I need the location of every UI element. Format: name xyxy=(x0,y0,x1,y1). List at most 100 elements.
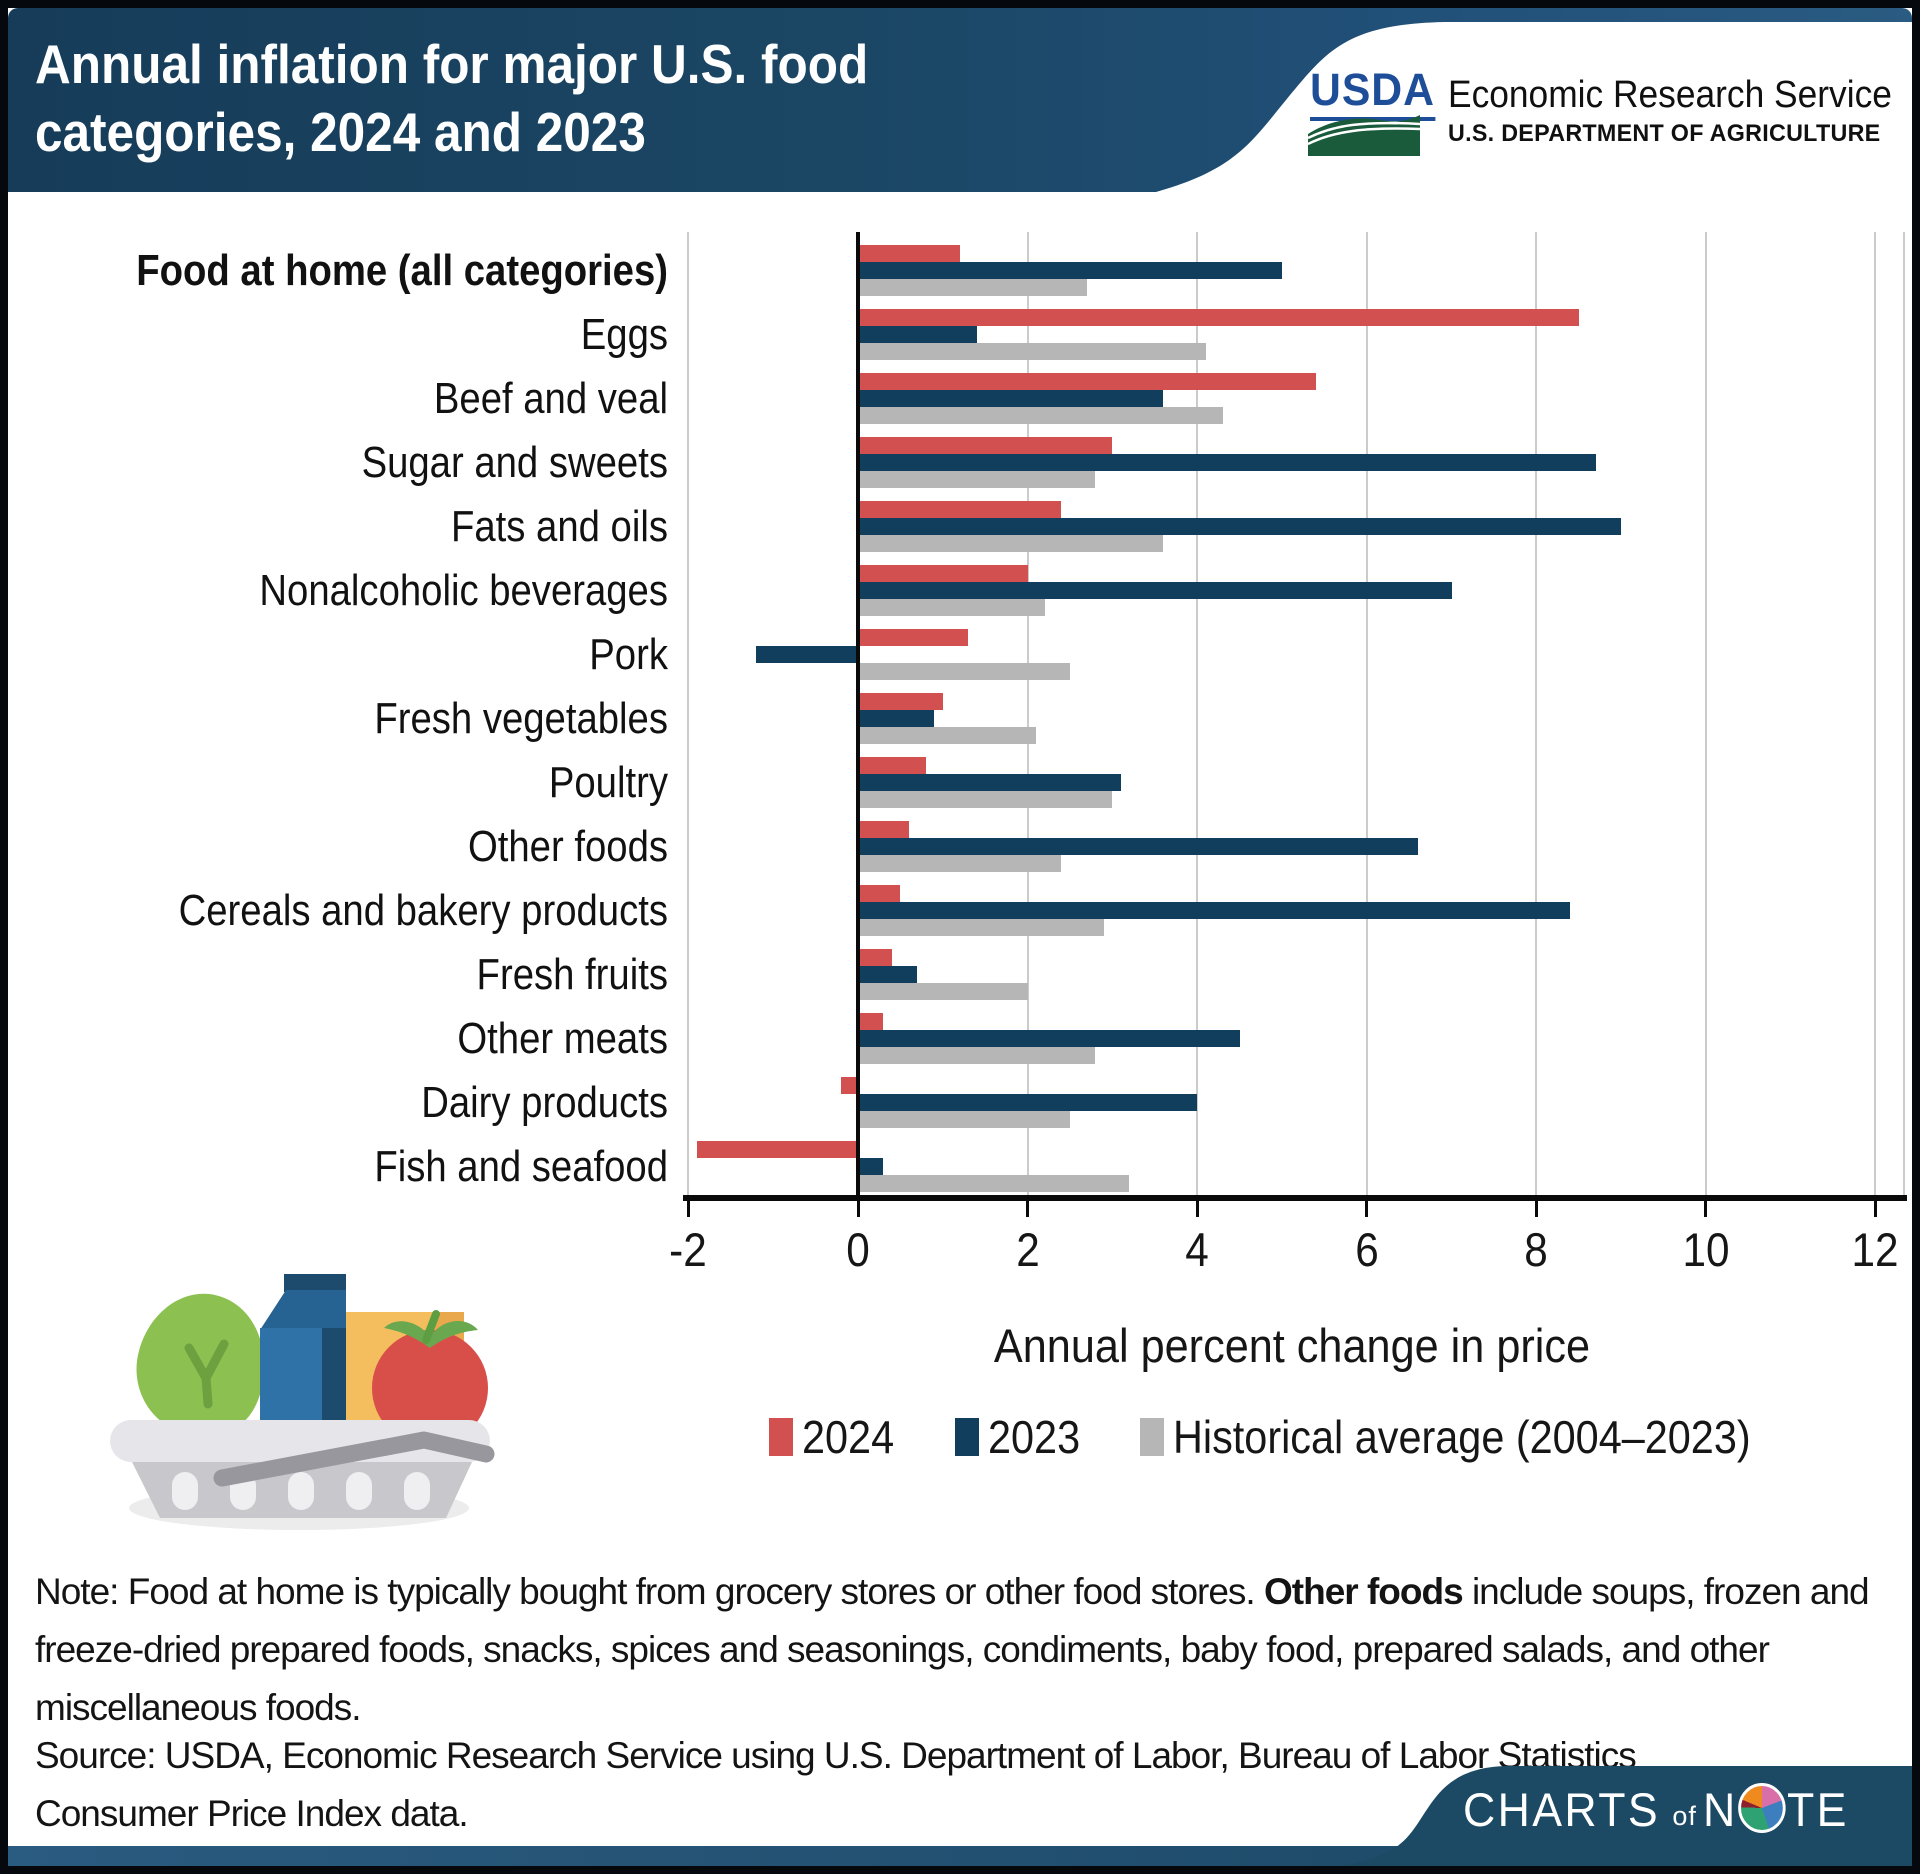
x-axis-line xyxy=(683,1195,1907,1201)
category-label-8: Poultry xyxy=(548,758,668,807)
legend-label-1: 2023 xyxy=(987,1411,1080,1463)
legend-swatch-1 xyxy=(954,1418,979,1456)
legend-swatch-2 xyxy=(1139,1418,1164,1456)
bar-historical-average-2004-2023--10 xyxy=(860,919,1104,936)
bar-2023-8 xyxy=(860,774,1121,791)
category-label-5: Nonalcoholic beverages xyxy=(259,566,668,615)
category-label-7: Fresh vegetables xyxy=(374,694,668,743)
tick-label-12: 12 xyxy=(1851,1223,1899,1276)
legend-label-2: Historical average (2004–2023) xyxy=(1172,1411,1751,1463)
tick-12 xyxy=(1873,1201,1877,1217)
x-axis-title: Annual percent change in price xyxy=(993,1319,1591,1372)
bar-2024-8 xyxy=(860,757,926,774)
gridline--2 xyxy=(687,232,690,1198)
bar-historical-average-2004-2023--4 xyxy=(860,535,1164,552)
bar-2023-0 xyxy=(860,262,1282,279)
tick-label-2: 2 xyxy=(1015,1223,1040,1276)
bar-2024-1 xyxy=(860,309,1579,326)
agency-name: Economic Research Service xyxy=(1448,74,1892,116)
brand-of: of xyxy=(1672,1801,1697,1831)
bar-historical-average-2004-2023--8 xyxy=(860,791,1113,808)
bar-2024-9 xyxy=(860,821,909,838)
bar-2024-13 xyxy=(841,1077,856,1094)
tick-label-8: 8 xyxy=(1524,1223,1549,1276)
brand-charts: CHARTS xyxy=(1463,1783,1661,1836)
bar-2023-2 xyxy=(860,390,1164,407)
bar-historical-average-2004-2023--3 xyxy=(860,471,1096,488)
category-label-3: Sugar and sweets xyxy=(361,438,668,487)
bar-2023-1 xyxy=(860,326,977,343)
bar-chart: -2 0 2 4 6 8 10 12 Food at home (all categories)… xyxy=(8,8,1912,1508)
source-text: Source: USDA, Economic Research Service … xyxy=(35,1735,1637,1834)
category-label-0: Food at home (all categories) xyxy=(136,246,668,295)
legend-label-0: 2024 xyxy=(802,1411,895,1463)
usda-swoosh-icon xyxy=(1308,115,1420,156)
bar-historical-average-2004-2023--1 xyxy=(860,343,1206,360)
bar-2024-6 xyxy=(860,629,969,646)
bar-historical-average-2004-2023--14 xyxy=(860,1175,1130,1192)
bar-historical-average-2004-2023--0 xyxy=(860,279,1087,296)
tick-6 xyxy=(1365,1201,1369,1217)
tick--2 xyxy=(686,1201,690,1217)
category-label-2: Beef and veal xyxy=(433,374,668,423)
plot-right-border xyxy=(1903,232,1905,1198)
bar-2023-9 xyxy=(860,838,1418,855)
zero-line xyxy=(856,232,860,1198)
bar-2023-3 xyxy=(860,454,1596,471)
bar-2023-14 xyxy=(860,1158,884,1175)
brand-note-te: TE xyxy=(1786,1783,1849,1836)
tick-8 xyxy=(1534,1201,1538,1217)
legend-swatch-0 xyxy=(769,1418,794,1456)
bar-2024-11 xyxy=(860,949,892,966)
bar-historical-average-2004-2023--6 xyxy=(860,663,1070,680)
pie-chart-icon xyxy=(1738,1783,1787,1833)
tick-4 xyxy=(1195,1201,1199,1217)
legend-item-0: 2024 xyxy=(769,1410,904,1464)
category-label-10: Cereals and bakery products xyxy=(178,886,668,935)
bar-historical-average-2004-2023--12 xyxy=(860,1047,1096,1064)
category-label-12: Other meats xyxy=(457,1014,668,1063)
tick-label-6: 6 xyxy=(1354,1223,1379,1276)
tick-label-0: 0 xyxy=(846,1223,870,1276)
tick-0 xyxy=(856,1201,860,1217)
gridline-8 xyxy=(1535,232,1538,1198)
gridline-6 xyxy=(1365,232,1368,1198)
category-label-6: Pork xyxy=(589,630,668,679)
bar-2024-7 xyxy=(860,693,943,710)
department-name: U.S. DEPARTMENT OF AGRICULTURE xyxy=(1448,120,1881,147)
bar-2023-10 xyxy=(860,902,1571,919)
bar-historical-average-2004-2023--2 xyxy=(860,407,1223,424)
note-suffix: include soups, frozen and freeze-dried p… xyxy=(35,1571,1870,1728)
bar-2023-11 xyxy=(860,966,918,983)
bar-2024-4 xyxy=(860,501,1062,518)
page-title: Annual inflation for major U.S. food cat… xyxy=(35,30,961,166)
bar-2023-7 xyxy=(860,710,935,727)
category-label-1: Eggs xyxy=(580,310,668,359)
brand-note-n: N xyxy=(1702,1783,1738,1836)
note-text: Note: Food at home is typically bought f… xyxy=(35,1563,1895,1737)
usda-logo: USDA xyxy=(1310,64,1435,121)
bar-2024-14 xyxy=(696,1141,856,1158)
category-label-14: Fish and seafood xyxy=(374,1142,668,1191)
category-label-13: Dairy products xyxy=(421,1078,668,1127)
bar-2024-5 xyxy=(860,565,1028,582)
bar-2023-6 xyxy=(756,646,856,663)
charts-of-note-logo: CHARTS of N TE xyxy=(1463,1782,1913,1837)
tick-10 xyxy=(1704,1201,1708,1217)
gridline-4 xyxy=(1196,232,1199,1198)
bar-historical-average-2004-2023--9 xyxy=(860,855,1062,872)
note-bold-term: Other foods xyxy=(1264,1571,1464,1612)
canvas: Annual inflation for major U.S. food cat… xyxy=(8,8,1912,1866)
bar-historical-average-2004-2023--11 xyxy=(860,983,1028,1000)
legend-item-2: Historical average (2004–2023) xyxy=(1139,1410,1815,1464)
legend-item-1: 2023 xyxy=(954,1410,1090,1464)
bar-2024-10 xyxy=(860,885,901,902)
bar-2023-13 xyxy=(860,1094,1198,1111)
note-prefix: Note: Food at home is typically bought f… xyxy=(35,1571,1264,1612)
tick-label--2: -2 xyxy=(669,1223,708,1276)
bar-historical-average-2004-2023--5 xyxy=(860,599,1045,616)
bar-historical-average-2004-2023--13 xyxy=(860,1111,1070,1128)
bar-2023-4 xyxy=(860,518,1622,535)
bar-2023-12 xyxy=(860,1030,1240,1047)
